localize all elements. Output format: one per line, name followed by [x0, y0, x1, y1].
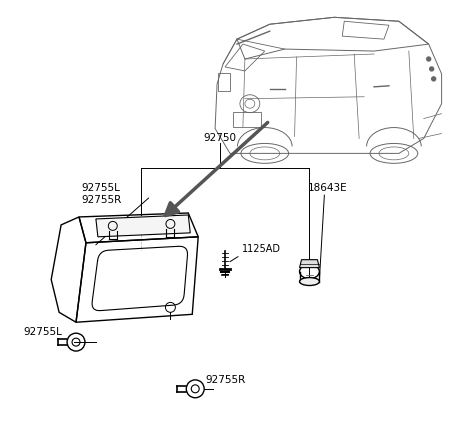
Polygon shape [300, 260, 319, 268]
Text: 18643E: 18643E [307, 183, 347, 193]
Circle shape [431, 77, 436, 81]
Text: 1125AD: 1125AD [242, 244, 281, 254]
Polygon shape [96, 215, 190, 237]
Text: 92755R: 92755R [205, 375, 245, 385]
Bar [233, 112, 261, 127]
Text: 92755L: 92755L [24, 327, 62, 337]
Bar [218, 73, 230, 91]
Text: 92750: 92750 [204, 133, 236, 144]
Text: 92755R: 92755R [81, 195, 121, 205]
Text: 92755L: 92755L [81, 183, 120, 193]
Ellipse shape [300, 277, 319, 285]
Circle shape [427, 57, 431, 61]
Circle shape [430, 67, 434, 71]
